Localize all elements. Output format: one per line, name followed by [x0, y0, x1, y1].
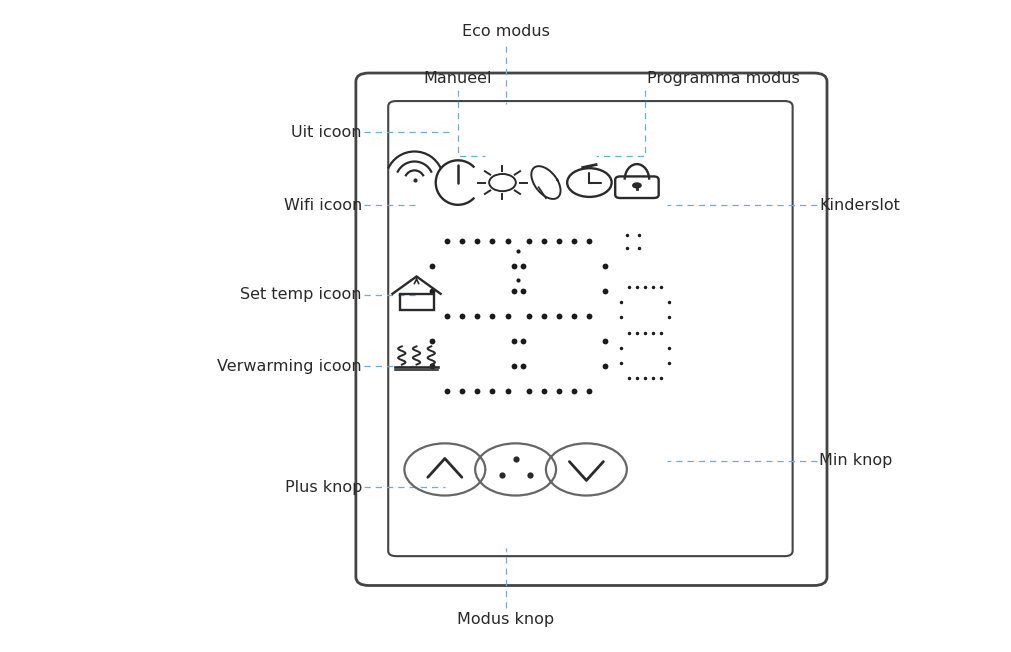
Text: Modus knop: Modus knop: [457, 612, 554, 627]
Bar: [399, 294, 434, 310]
Text: Programma modus: Programma modus: [647, 70, 800, 86]
Text: Verwarming icoon: Verwarming icoon: [217, 359, 362, 374]
Text: Plus knop: Plus knop: [284, 479, 362, 495]
Text: Min knop: Min knop: [819, 453, 893, 469]
Text: Eco modus: Eco modus: [462, 23, 549, 39]
Circle shape: [632, 183, 642, 188]
Text: Manueel: Manueel: [424, 70, 492, 86]
Text: Wifi icoon: Wifi icoon: [284, 198, 362, 213]
Text: Kinderslot: Kinderslot: [819, 198, 900, 213]
FancyBboxPatch shape: [388, 101, 793, 556]
FancyBboxPatch shape: [356, 73, 827, 585]
Text: Set temp icoon: Set temp icoon: [241, 287, 362, 303]
Text: Uit icoon: Uit icoon: [291, 125, 362, 140]
